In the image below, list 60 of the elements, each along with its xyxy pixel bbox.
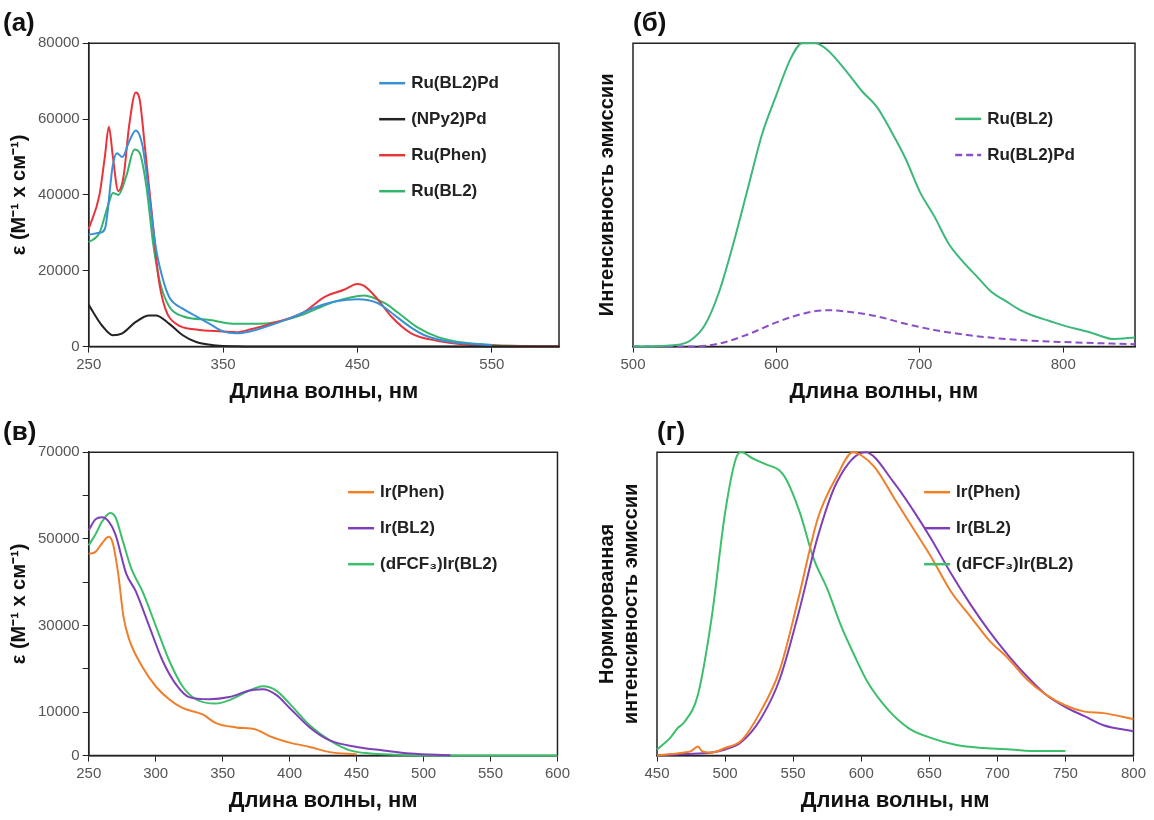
x-tick-label: 800 xyxy=(1050,354,1076,372)
legend-label: (dFCF₃)Ir(BL2) xyxy=(956,553,1074,573)
y-axis-title: ε (М⁻¹ x см⁻¹) xyxy=(6,543,29,665)
legend-label: Ir(BL2) xyxy=(956,517,1011,537)
y-tick-label: 60000 xyxy=(37,109,80,127)
x-tick-label: 500 xyxy=(620,354,646,372)
legend-label: Ru(BL2) xyxy=(411,180,478,200)
x-tick-label: 550 xyxy=(780,763,806,781)
legend-label: Ru(BL2)Pd xyxy=(987,144,1076,164)
y-tick-label: 80000 xyxy=(37,33,80,51)
chart-title: (a) xyxy=(3,6,35,37)
x-tick-label: 250 xyxy=(76,354,102,372)
line-series xyxy=(87,535,358,756)
y-tick-label: 10000 xyxy=(37,702,80,720)
x-axis-title: Длина волны, нм xyxy=(800,786,990,812)
x-tick-label: 700 xyxy=(984,763,1010,781)
x-tick-label: 300 xyxy=(143,763,169,781)
x-tick-label: 600 xyxy=(544,763,570,781)
chart-title: (в) xyxy=(3,415,37,446)
x-axis-title: Длина волны, нм xyxy=(229,377,419,403)
legend-label: Ir(BL2) xyxy=(380,517,435,537)
x-tick-label: 650 xyxy=(916,763,942,781)
x-tick-label: 600 xyxy=(848,763,874,781)
legend-label: Ru(Phen) xyxy=(411,144,487,164)
x-axis-title: Длина волны, нм xyxy=(228,786,418,812)
x-tick-label: 550 xyxy=(479,354,505,372)
chart-title: (б) xyxy=(633,6,667,37)
legend-label: (dFCF₃)Ir(BL2) xyxy=(380,553,498,573)
x-tick-label: 250 xyxy=(76,763,102,781)
y-tick-label: 30000 xyxy=(37,615,80,633)
x-tick-label: 550 xyxy=(478,763,504,781)
y-tick-label: 40000 xyxy=(37,185,80,203)
y-axis-title: ε (М⁻¹ x см⁻¹) xyxy=(6,134,29,256)
x-tick-label: 350 xyxy=(210,354,236,372)
y-tick-label: 70000 xyxy=(37,442,80,460)
x-tick-label: 800 xyxy=(1120,763,1146,781)
legend-label: Ir(Phen) xyxy=(956,481,1021,501)
chart-title: (г) xyxy=(657,415,686,446)
legend-label: Ir(Phen) xyxy=(380,481,445,501)
y-axis-title: Нормированная интенсивность эмиссии xyxy=(594,483,641,725)
legend-label: Ru(BL2) xyxy=(987,108,1054,128)
x-tick-label: 750 xyxy=(1052,763,1078,781)
x-tick-label: 450 xyxy=(644,763,670,781)
x-tick-label: 350 xyxy=(210,763,236,781)
x-tick-label: 700 xyxy=(907,354,933,372)
x-tick-label: 500 xyxy=(712,763,738,781)
line-series xyxy=(87,129,493,347)
y-tick-label: 20000 xyxy=(37,260,80,278)
legend-label: Ru(BL2)Pd xyxy=(411,72,500,92)
x-tick-label: 450 xyxy=(344,354,370,372)
legend-label: (NPy2)Pd xyxy=(411,108,487,128)
y-tick-label: 50000 xyxy=(37,529,80,547)
y-tick-label: 0 xyxy=(71,745,80,763)
y-axis-title: Интенсивность эмиссии xyxy=(594,73,617,317)
x-tick-label: 500 xyxy=(411,763,437,781)
x-tick-label: 400 xyxy=(277,763,303,781)
y-tick-label: 0 xyxy=(71,336,80,354)
x-axis-title: Длина волны, нм xyxy=(789,377,979,403)
x-tick-label: 450 xyxy=(344,763,370,781)
x-tick-label: 600 xyxy=(763,354,789,372)
